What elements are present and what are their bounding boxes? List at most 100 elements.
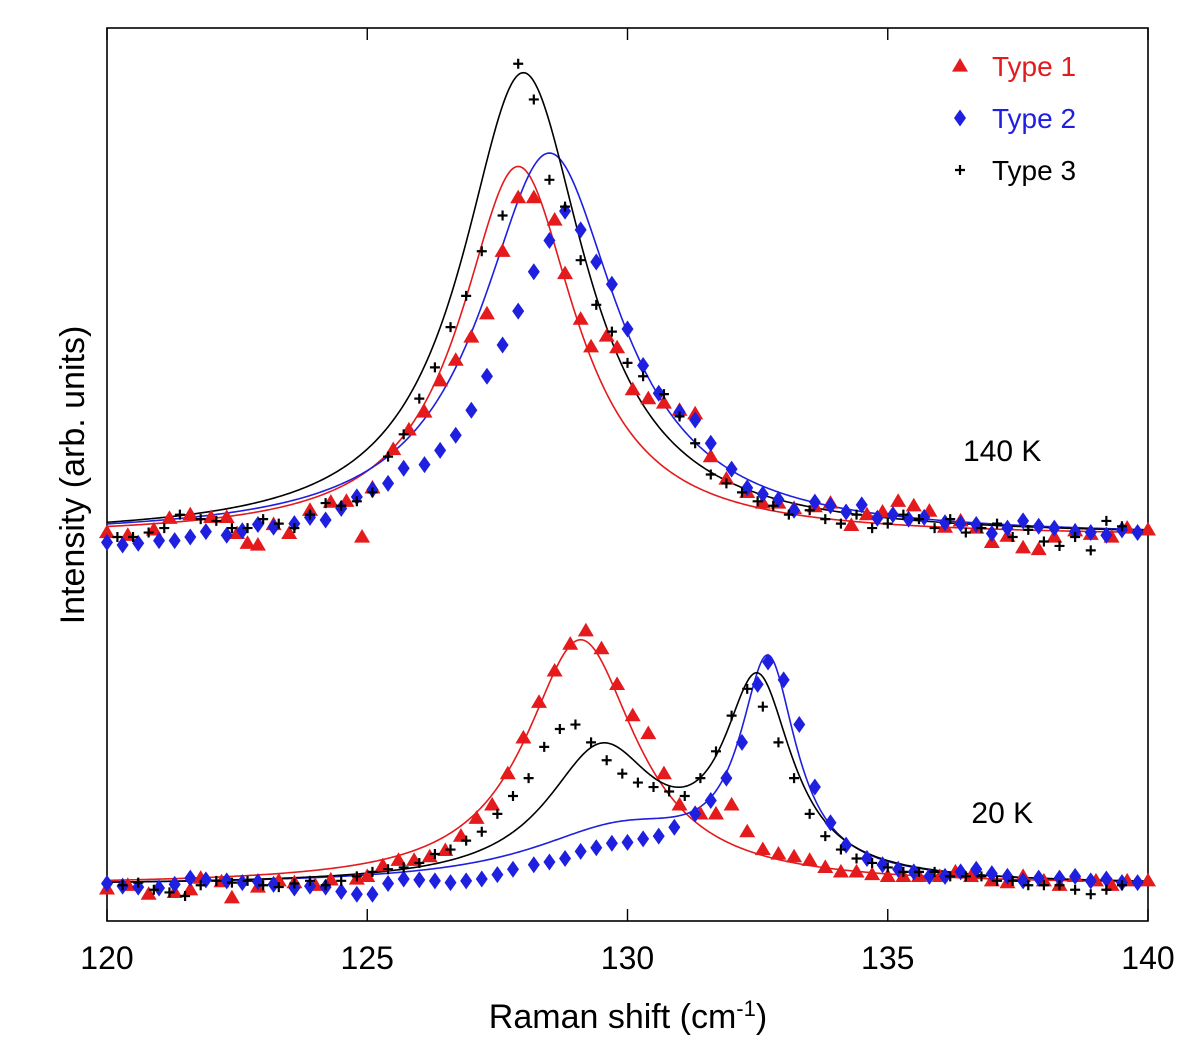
data-markers (99, 58, 1156, 904)
legend-entry-label: Type 1 (992, 51, 1076, 82)
data-point-diamond (762, 653, 775, 671)
data-point-plus (783, 509, 794, 520)
data-point-plus (398, 862, 409, 873)
data-point-plus (195, 514, 206, 525)
data-point-triangle (848, 863, 865, 878)
data-point-plus (674, 411, 685, 422)
data-point-plus (554, 724, 565, 735)
data-point-triangle (890, 493, 907, 507)
data-point-triangle (494, 243, 511, 257)
data-point-triangle (655, 765, 672, 780)
data-point-plus (960, 871, 971, 882)
data-point-plus (835, 518, 846, 529)
data-point-diamond (199, 523, 212, 541)
data-point-diamond (1100, 526, 1113, 544)
data-point-plus (1007, 532, 1018, 543)
data-point-plus (575, 255, 586, 266)
data-point-diamond (1032, 869, 1045, 887)
data-point-diamond (574, 842, 587, 860)
data-point-plus (773, 737, 784, 748)
data-point-plus (695, 773, 706, 784)
data-point-triangle (1140, 872, 1156, 887)
data-point-diamond (153, 879, 166, 897)
data-point-diamond (434, 441, 447, 459)
data-point-triangle (499, 765, 516, 780)
data-point-plus (867, 523, 878, 534)
data-point-plus (174, 509, 185, 520)
data-point-plus (820, 831, 831, 842)
data-point-plus (1023, 524, 1034, 535)
data-point-plus (226, 877, 237, 888)
data-point-diamond (970, 860, 983, 878)
data-point-plus (1054, 540, 1065, 551)
data-point-plus (414, 857, 425, 868)
data-point-triangle (832, 863, 849, 878)
data-point-diamond (559, 849, 572, 867)
data-point-triangle (218, 509, 235, 523)
data-point-triangle (843, 517, 860, 532)
data-point-triangle (463, 328, 480, 343)
data-point-plus (757, 701, 768, 712)
data-point-triangle (531, 694, 548, 708)
data-point-triangle (484, 796, 501, 811)
data-point-plus (789, 773, 800, 784)
data-point-diamond (652, 827, 665, 845)
data-point-diamond (319, 511, 332, 529)
data-point-plus (658, 389, 669, 400)
data-point-plus (226, 523, 237, 534)
data-point-triangle (161, 510, 178, 524)
data-point-plus (867, 857, 878, 868)
data-point-triangle (478, 305, 495, 320)
data-point-diamond (1032, 517, 1045, 535)
data-point-diamond (855, 496, 868, 514)
data-point-diamond (220, 872, 233, 890)
data-point-plus (513, 58, 524, 69)
data-point-triangle (572, 311, 589, 325)
x-axis-ticks: 120 125 130 135 140 (80, 28, 1175, 976)
data-point-triangle (1015, 539, 1032, 554)
data-point-plus (383, 864, 394, 875)
data-point-diamond (892, 860, 905, 878)
data-point-diamond (772, 491, 785, 509)
data-point-diamond (704, 791, 717, 809)
data-point-plus (804, 505, 815, 516)
data-point-diamond (1100, 870, 1113, 888)
data-point-plus (648, 782, 659, 793)
data-point-plus (143, 527, 154, 538)
data-point-diamond (1131, 874, 1144, 892)
data-point-triangle (702, 448, 719, 463)
data-point-plus (242, 523, 253, 534)
data-point-diamond (480, 367, 493, 385)
data-point-diamond (907, 863, 920, 881)
data-point-triangle (322, 494, 339, 508)
data-point-diamond (876, 856, 889, 874)
x-tick-label: 120 (80, 940, 133, 976)
data-point-triangle (437, 842, 454, 857)
data-point-plus (1085, 889, 1096, 900)
data-point-plus (211, 515, 222, 526)
data-point-diamond (886, 506, 899, 524)
data-point-diamond (725, 460, 738, 478)
data-point-diamond (824, 814, 837, 832)
data-point-plus (523, 773, 534, 784)
data-point-plus (180, 890, 191, 901)
data-point-plus (336, 875, 347, 886)
data-point-plus (1038, 880, 1049, 891)
data-point-triangle (718, 470, 735, 485)
data-point-plus (606, 326, 617, 337)
data-point-plus (768, 500, 779, 511)
data-point-diamond (985, 865, 998, 883)
data-point-plus (117, 880, 128, 891)
data-point-diamond (413, 871, 426, 889)
data-point-plus (664, 786, 675, 797)
data-point-triangle (281, 525, 298, 540)
data-point-plus (960, 527, 971, 538)
data-point-diamond (954, 109, 966, 127)
data-point-diamond (184, 528, 197, 546)
data-point-triangle (858, 506, 875, 521)
data-point-triangle (510, 189, 527, 204)
data-point-triangle (432, 372, 449, 387)
data-point-plus (976, 523, 987, 534)
data-point-diamond (939, 867, 952, 885)
data-point-plus (273, 518, 284, 529)
